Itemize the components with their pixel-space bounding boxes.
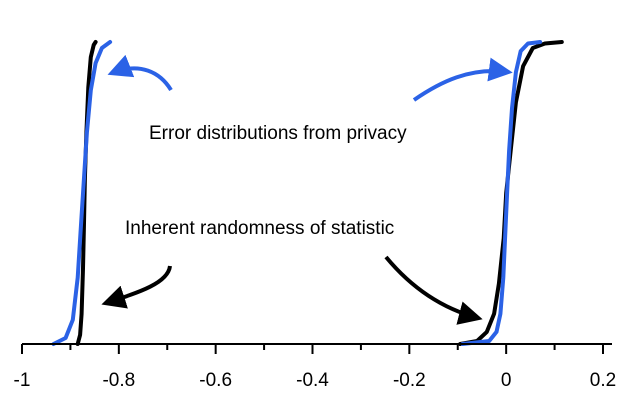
x-tick-label: -0.2 [393,370,426,391]
x-tick-label: -1 [14,370,31,391]
statistic-arrow-right [384,255,483,325]
x-tick-label: 0.2 [590,370,616,391]
cdf-series-3 [460,40,543,346]
x-tick-label: -0.8 [102,370,135,391]
x-tick-label: -0.6 [199,370,232,391]
x-axis-ticks: -1 -0.8 -0.6 -0.4 -0.2 0 0.2 [14,344,616,391]
cdf-series-2 [458,40,564,346]
cdf-series-1 [51,40,113,346]
x-tick-label: -0.4 [296,370,329,391]
privacy-arrow-right [412,57,513,102]
privacy-annotation: Error distributions from privacy [149,123,407,144]
statistic-annotation: Inherent randomness of statistic [125,218,394,239]
statistic-arrow-left [101,265,172,309]
privacy-arrow-left [107,54,173,92]
x-tick-label: 0 [501,370,512,391]
series-layer [51,40,564,346]
